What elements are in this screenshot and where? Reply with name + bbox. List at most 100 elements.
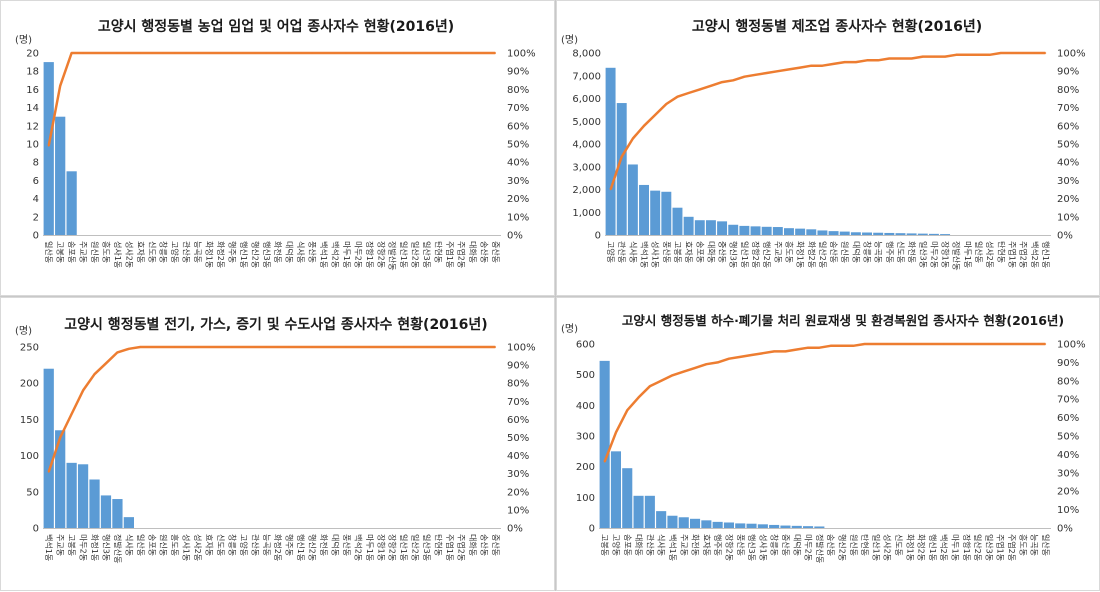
y-tick-label: 7,000 xyxy=(572,71,601,82)
x-tick-label: 풍산동 xyxy=(308,241,318,263)
x-tick-label: 일산동 xyxy=(136,534,146,556)
cumulative-point xyxy=(242,52,245,54)
cumulative-point xyxy=(448,346,451,348)
x-tick-label: 행신1동 xyxy=(928,534,938,561)
cumulative-point xyxy=(1044,343,1047,345)
bar xyxy=(850,232,861,235)
cumulative-point xyxy=(219,346,222,348)
x-tick-label: 일산동 xyxy=(974,241,984,263)
cumulative-point xyxy=(888,57,891,60)
cumulative-point xyxy=(276,346,279,348)
bar xyxy=(656,511,667,528)
x-tick-label: 능곡동 xyxy=(262,534,271,556)
x-tick-label: 주교동 xyxy=(773,241,782,263)
y2-tick-label: 50% xyxy=(507,140,529,151)
cumulative-point xyxy=(1033,52,1036,54)
cumulative-point xyxy=(654,114,656,116)
bar xyxy=(917,233,928,235)
cumulative-point xyxy=(665,103,668,105)
x-tick-label: 행신1동 xyxy=(296,534,306,561)
cumulative-point xyxy=(185,52,187,54)
bar xyxy=(895,233,906,235)
bar xyxy=(616,103,627,235)
cumulative-point xyxy=(231,346,233,348)
cumulative-point xyxy=(139,52,142,54)
bar xyxy=(795,228,806,235)
x-tick-label: 주엽2동 xyxy=(456,534,466,561)
x-tick-label: 성사2동 xyxy=(883,534,892,561)
y2-tick-label: 30% xyxy=(507,469,529,480)
cumulative-point xyxy=(931,343,934,345)
cumulative-point xyxy=(1010,343,1013,345)
bar xyxy=(123,517,134,528)
y2-tick-label: 40% xyxy=(507,158,529,169)
x-tick-label: 원신동 xyxy=(90,241,99,263)
cumulative-point xyxy=(716,361,719,364)
cumulative-point xyxy=(322,346,325,348)
y2-tick-label: 60% xyxy=(507,121,529,132)
x-tick-label: 대화동 xyxy=(468,534,477,556)
cumulative-point xyxy=(841,345,843,347)
y-axis-unit-label: (명) xyxy=(561,34,578,46)
cumulative-point xyxy=(743,75,746,78)
chart-title: 고양시 행정동별 제조업 종사자수 현황(2016년) xyxy=(692,18,982,35)
y2-tick-label: 80% xyxy=(1057,376,1079,387)
cumulative-point xyxy=(676,95,679,98)
x-tick-label: 화정2동 xyxy=(807,241,817,268)
x-tick-label: 백석2동 xyxy=(1030,241,1040,268)
y2-tick-label: 30% xyxy=(1057,176,1079,187)
cumulative-point xyxy=(379,52,382,54)
cumulative-point xyxy=(494,52,497,54)
bar xyxy=(828,231,839,235)
y-axis-unit-label: (명) xyxy=(561,323,578,335)
x-tick-label: 백석2동 xyxy=(331,241,341,268)
x-tick-label: 행신2동 xyxy=(838,534,848,561)
cumulative-point xyxy=(334,346,336,348)
cumulative-point xyxy=(603,460,606,463)
x-tick-label: 백석1동 xyxy=(319,241,329,268)
x-tick-label: 신도동 xyxy=(894,534,903,556)
x-tick-label: 효자동 xyxy=(702,534,711,556)
y2-tick-label: 80% xyxy=(507,85,529,96)
x-tick-label: 대덕동 xyxy=(851,241,861,263)
cumulative-point xyxy=(852,345,855,347)
y2-tick-label: 10% xyxy=(1057,212,1079,223)
y2-tick-label: 20% xyxy=(507,194,529,205)
x-tick-label: 일산2동 xyxy=(973,534,983,561)
cumulative-line xyxy=(47,51,496,147)
bar xyxy=(780,525,791,528)
x-tick-label: 백석1동 xyxy=(668,534,678,561)
bar xyxy=(705,220,716,235)
x-tick-label: 창릉동 xyxy=(863,241,872,263)
cumulative-point xyxy=(965,343,968,345)
x-tick-label: 행신2동 xyxy=(308,534,318,561)
x-tick-label: 능곡동 xyxy=(1030,534,1039,556)
y-tick-label: 14 xyxy=(26,103,39,114)
bar xyxy=(757,524,768,528)
x-tick-label: 중산동 xyxy=(491,241,501,263)
x-tick-label: 마두1동 xyxy=(963,241,972,268)
cumulative-point xyxy=(196,52,199,54)
vertical-separator xyxy=(555,0,556,591)
x-tick-label: 주교동 xyxy=(56,534,65,556)
y-axis-unit-label: (명) xyxy=(15,325,32,337)
bar xyxy=(803,526,814,528)
y2-tick-label: 90% xyxy=(1057,67,1079,78)
y-tick-label: 8,000 xyxy=(572,49,601,60)
cumulative-point xyxy=(402,346,405,348)
y2-tick-label: 80% xyxy=(1057,85,1079,96)
x-tick-label: 흥도동 xyxy=(170,534,180,556)
cumulative-point xyxy=(402,52,405,54)
y2-tick-label: 70% xyxy=(1057,103,1079,114)
bar xyxy=(750,226,761,235)
cumulative-point xyxy=(694,367,696,369)
bar xyxy=(694,220,705,235)
cumulative-point xyxy=(231,52,233,54)
y-tick-label: 2,000 xyxy=(572,185,601,196)
x-tick-label: 행주동 xyxy=(713,534,723,556)
y-tick-label: 1,000 xyxy=(572,208,601,219)
cumulative-point xyxy=(710,84,712,87)
cumulative-point xyxy=(739,356,742,358)
cumulative-point xyxy=(999,343,1001,345)
y-tick-label: 250 xyxy=(20,343,39,354)
